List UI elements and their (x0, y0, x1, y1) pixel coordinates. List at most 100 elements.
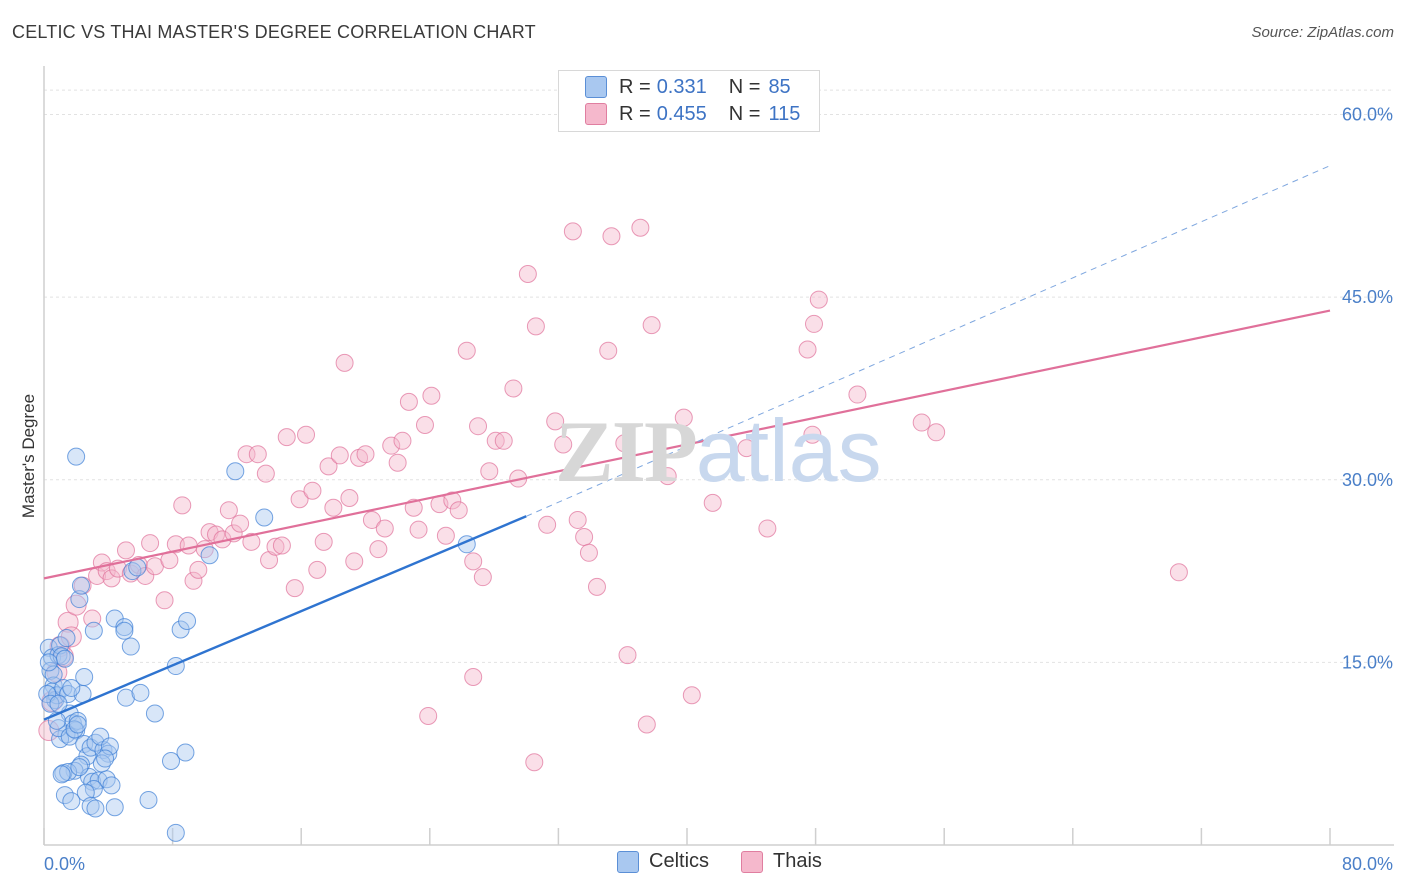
point-celtics (76, 783, 95, 802)
point-thais (340, 489, 359, 508)
point-thais (848, 385, 867, 404)
chart-title: CELTIC VS THAI MASTER'S DEGREE CORRELATI… (12, 22, 536, 42)
point-thais (369, 540, 388, 559)
point-thais (642, 316, 661, 335)
points-layer (38, 218, 1188, 842)
legend-item-thais[interactable]: Thais (741, 850, 822, 873)
point-thais (415, 415, 434, 434)
point-thais (314, 532, 333, 551)
point-thais (758, 519, 777, 538)
point-thais (419, 706, 438, 725)
point-celtics (200, 546, 219, 565)
correlation-legend: R = 0.331 N = 85 R = 0.455 N = 115 (558, 70, 820, 132)
point-thais (615, 434, 634, 453)
point-thais (469, 417, 488, 436)
point-celtics (92, 754, 111, 773)
point-thais (449, 501, 468, 520)
series-legend: Celtics Thais (0, 850, 1406, 878)
point-celtics (115, 621, 134, 640)
point-celtics (44, 665, 63, 684)
trend-layer (43, 165, 1331, 721)
point-thais (737, 439, 756, 458)
point-thais (330, 446, 349, 465)
point-thais (563, 222, 582, 241)
point-thais (297, 425, 316, 444)
legend-row-thais: R = 0.455 N = 115 (559, 101, 800, 127)
point-celtics (65, 720, 84, 739)
point-thais (554, 435, 573, 454)
point-thais (579, 543, 598, 562)
point-thais (703, 493, 722, 512)
trendline-celtics (43, 515, 527, 721)
point-thais (409, 520, 428, 539)
point-celtics (128, 558, 147, 577)
legend-swatch-thais (585, 103, 607, 125)
point-thais (809, 290, 828, 309)
point-celtics (75, 667, 94, 686)
legend-row-celtics: R = 0.331 N = 85 (559, 74, 791, 100)
trendline-thais (43, 309, 1331, 580)
point-thais (518, 265, 537, 284)
point-thais (618, 646, 637, 665)
point-celtics (100, 737, 119, 756)
point-thais (141, 534, 160, 553)
trendline-celtics-extension (526, 165, 1331, 517)
point-celtics (178, 611, 197, 630)
point-thais (546, 412, 565, 431)
point-thais (308, 560, 327, 579)
point-celtics (96, 749, 115, 768)
point-thais (631, 218, 650, 237)
legend-label-thais: Thais (773, 850, 822, 872)
point-thais (102, 569, 121, 588)
legend-r-label: R = (619, 75, 651, 98)
legend-n-label: N = (728, 75, 761, 98)
point-thais (422, 386, 441, 405)
point-celtics (62, 678, 81, 697)
legend-n-value: 115 (768, 102, 801, 125)
point-thais (382, 436, 401, 455)
point-thais (393, 431, 412, 450)
x-tick-label-min: 0.0% (44, 854, 85, 874)
point-thais (290, 490, 309, 509)
legend-label-celtics: Celtics (649, 850, 710, 872)
point-thais (927, 423, 946, 442)
point-thais (173, 496, 192, 515)
x-tick-label-max: 80.0% (1342, 854, 1393, 874)
point-thais (568, 510, 587, 529)
point-thais (404, 498, 423, 517)
point-celtics (166, 823, 185, 842)
legend-swatch-celtics (585, 76, 607, 98)
y-tick-label: 60.0% (1342, 105, 1393, 125)
point-celtics (52, 765, 71, 784)
legend-n-value: 85 (768, 75, 791, 98)
legend-n-label: N = (728, 102, 761, 125)
point-thais (464, 667, 483, 686)
point-thais (494, 431, 513, 450)
point-thais (285, 579, 304, 598)
point-celtics (91, 727, 110, 746)
point-celtics (161, 751, 180, 770)
legend-swatch-celtics (617, 850, 639, 873)
point-celtics (131, 683, 150, 702)
point-thais (587, 577, 606, 596)
point-thais (457, 341, 476, 360)
point-celtics (102, 776, 121, 795)
point-celtics (83, 772, 102, 791)
point-celtics (139, 790, 158, 809)
point-thais (362, 510, 381, 529)
point-thais (219, 501, 238, 520)
point-celtics (176, 743, 195, 762)
point-thais (277, 428, 296, 447)
point-thais (637, 715, 656, 734)
point-thais (248, 445, 267, 464)
legend-item-celtics[interactable]: Celtics (617, 850, 709, 873)
point-thais (375, 519, 394, 538)
y-tick-label: 45.0% (1342, 287, 1393, 307)
point-celtics (226, 462, 245, 481)
point-thais (256, 464, 275, 483)
point-thais (912, 413, 931, 432)
point-thais (116, 541, 135, 560)
point-celtics (84, 621, 103, 640)
point-thais (231, 514, 250, 533)
point-thais (599, 341, 618, 360)
